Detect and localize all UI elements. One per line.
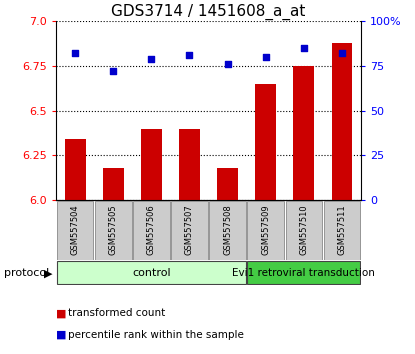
- Text: GSM557509: GSM557509: [261, 205, 270, 256]
- FancyBboxPatch shape: [209, 201, 246, 259]
- Text: ■: ■: [56, 308, 66, 318]
- Text: GSM557506: GSM557506: [147, 205, 156, 256]
- Text: GSM557507: GSM557507: [185, 205, 194, 256]
- Text: Evi1 retroviral transduction: Evi1 retroviral transduction: [232, 268, 375, 278]
- FancyBboxPatch shape: [57, 261, 246, 284]
- Text: control: control: [132, 268, 171, 278]
- Text: protocol: protocol: [4, 268, 49, 278]
- FancyBboxPatch shape: [286, 201, 322, 259]
- Bar: [217, 168, 238, 200]
- Point: [262, 54, 269, 60]
- Bar: [103, 168, 124, 200]
- FancyBboxPatch shape: [57, 201, 93, 259]
- Text: GSM557508: GSM557508: [223, 205, 232, 256]
- Text: GSM557511: GSM557511: [337, 205, 347, 256]
- Point: [186, 52, 193, 58]
- Bar: [293, 66, 314, 200]
- Text: GSM557510: GSM557510: [299, 205, 308, 256]
- Point: [300, 45, 307, 51]
- Bar: [332, 43, 352, 200]
- Bar: [65, 139, 85, 200]
- FancyBboxPatch shape: [171, 201, 208, 259]
- FancyBboxPatch shape: [247, 201, 284, 259]
- Text: ■: ■: [56, 330, 66, 339]
- FancyBboxPatch shape: [133, 201, 170, 259]
- Bar: [255, 84, 276, 200]
- Point: [110, 68, 117, 74]
- Text: percentile rank within the sample: percentile rank within the sample: [68, 330, 244, 339]
- Text: ▶: ▶: [44, 268, 52, 278]
- FancyBboxPatch shape: [95, 201, 132, 259]
- Title: GDS3714 / 1451608_a_at: GDS3714 / 1451608_a_at: [111, 4, 306, 20]
- Point: [72, 51, 78, 56]
- FancyBboxPatch shape: [324, 201, 360, 259]
- Bar: [141, 129, 162, 200]
- Text: transformed count: transformed count: [68, 308, 166, 318]
- Point: [148, 56, 155, 62]
- Text: GSM557505: GSM557505: [109, 205, 118, 256]
- Point: [339, 51, 345, 56]
- FancyBboxPatch shape: [247, 261, 360, 284]
- Point: [224, 61, 231, 67]
- Bar: [179, 129, 200, 200]
- Text: GSM557504: GSM557504: [71, 205, 80, 256]
